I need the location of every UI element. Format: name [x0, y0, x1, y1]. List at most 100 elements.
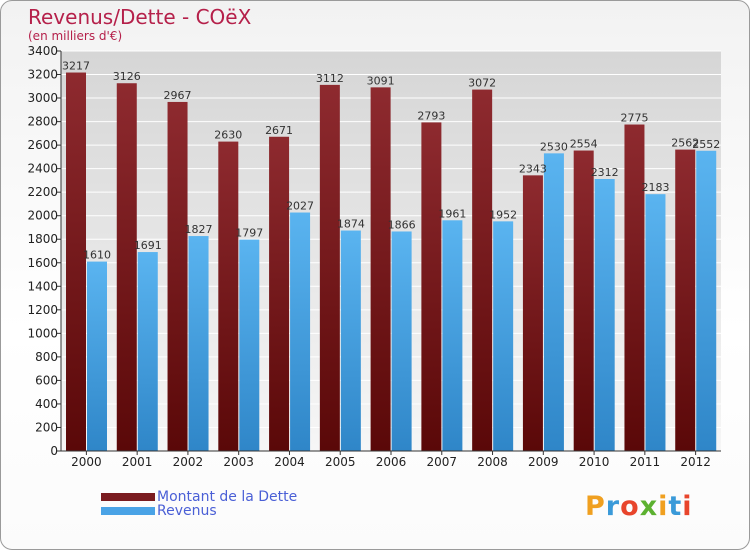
- bar-dette: [167, 101, 188, 452]
- data-label-revenus: 2183: [641, 181, 669, 194]
- data-label-revenus: 2027: [286, 200, 314, 213]
- bar-revenus: [391, 231, 412, 451]
- data-label-dette: 3091: [367, 74, 395, 87]
- bar-dette: [675, 149, 696, 451]
- logo-letter: i: [658, 491, 669, 522]
- bar-dette: [319, 84, 340, 451]
- bar-revenus: [442, 220, 463, 451]
- x-tick-label: 2006: [376, 455, 407, 469]
- x-tick-label: 2010: [579, 455, 610, 469]
- bar-dette: [269, 136, 290, 451]
- y-tick-label: 2000: [27, 209, 58, 223]
- bar-revenus: [188, 236, 209, 451]
- bar-dette: [624, 124, 645, 451]
- logo-letter: o: [620, 491, 640, 522]
- data-label-revenus: 1952: [489, 208, 517, 221]
- y-tick-label: 0: [50, 444, 58, 458]
- y-tick-label: 600: [35, 373, 58, 387]
- data-label-dette: 2967: [164, 89, 192, 102]
- bar-revenus: [493, 221, 514, 451]
- data-label-dette: 3217: [62, 60, 90, 73]
- bar-revenus: [340, 230, 361, 451]
- bar-dette: [421, 122, 442, 451]
- data-label-revenus: 1691: [134, 239, 162, 252]
- data-label-revenus: 1797: [235, 227, 263, 240]
- x-tick-label: 2004: [274, 455, 305, 469]
- bar-revenus: [543, 153, 564, 451]
- x-tick-label: 2003: [223, 455, 254, 469]
- data-label-dette: 3072: [468, 77, 496, 90]
- bar-revenus: [696, 150, 717, 451]
- bar-dette: [472, 89, 493, 452]
- data-label-dette: 3126: [113, 70, 141, 83]
- bar-revenus: [645, 194, 666, 452]
- legend-item-revenus: Revenus: [101, 503, 217, 519]
- legend-swatch-dette: [101, 493, 155, 501]
- y-tick-label: 1400: [27, 279, 58, 293]
- x-tick-label: 2001: [122, 455, 153, 469]
- bar-revenus: [594, 179, 615, 451]
- y-tick-label: 1800: [27, 232, 58, 246]
- y-tick-label: 1200: [27, 303, 58, 317]
- bar-dette: [116, 83, 137, 451]
- y-tick-label: 200: [35, 420, 58, 434]
- legend-swatch-revenus: [101, 507, 155, 515]
- chart-title: Revenus/Dette - COëX: [28, 5, 252, 29]
- data-label-dette: 2793: [417, 109, 445, 122]
- logo-letter: i: [682, 491, 693, 522]
- x-tick-label: 2012: [680, 455, 711, 469]
- bar-dette: [66, 72, 86, 451]
- y-tick-label: 3200: [27, 68, 58, 82]
- y-tick-label: 2200: [27, 185, 58, 199]
- data-label-revenus: 1827: [185, 223, 213, 236]
- logo-letter: P: [585, 491, 606, 522]
- legend-label-dette: Montant de la Dette: [157, 489, 298, 505]
- bar-dette: [522, 175, 543, 451]
- bar-dette: [573, 150, 594, 451]
- logo-letter: t: [668, 491, 683, 522]
- bar-revenus: [239, 239, 260, 451]
- bar-revenus: [290, 212, 311, 451]
- data-label-dette: 2775: [620, 112, 648, 125]
- y-tick-label: 2600: [27, 138, 58, 152]
- logo-letter: r: [605, 491, 621, 522]
- y-tick-label: 1600: [27, 256, 58, 270]
- data-label-revenus: 2312: [591, 166, 619, 179]
- x-tick-label: 2009: [528, 455, 559, 469]
- y-tick-label: 1000: [27, 326, 58, 340]
- logo-letter: x: [639, 491, 659, 522]
- x-tick-label: 2000: [71, 455, 102, 469]
- y-tick-label: 2800: [27, 115, 58, 129]
- data-label-revenus: 1874: [337, 218, 365, 231]
- data-label-revenus: 1866: [388, 218, 416, 231]
- x-tick-label: 2002: [173, 455, 204, 469]
- y-tick-label: 800: [35, 350, 58, 364]
- data-label-dette: 2343: [519, 162, 547, 175]
- y-tick-label: 3000: [27, 91, 58, 105]
- bar-revenus: [87, 261, 107, 451]
- y-tick-label: 2400: [27, 162, 58, 176]
- data-label-dette: 3112: [316, 72, 344, 85]
- data-label-dette: 2562: [671, 137, 699, 150]
- data-label-revenus: 1961: [438, 207, 466, 220]
- data-label-dette: 2671: [265, 124, 293, 137]
- data-label-revenus: 2530: [540, 140, 568, 153]
- chart-subtitle: (en milliers d'€): [28, 29, 123, 43]
- bar-dette: [370, 87, 391, 452]
- x-tick-label: 2005: [325, 455, 356, 469]
- data-label-revenus: 1610: [83, 249, 111, 262]
- data-label-revenus: 2552: [692, 138, 720, 151]
- data-label-dette: 2554: [570, 138, 598, 151]
- legend-item-dette: Montant de la Dette: [101, 489, 297, 505]
- y-tick-label: 400: [35, 397, 58, 411]
- data-label-dette: 2630: [214, 129, 242, 142]
- legend-label-revenus: Revenus: [157, 503, 217, 519]
- x-tick-label: 2007: [426, 455, 457, 469]
- x-tick-label: 2011: [630, 455, 661, 469]
- x-tick-label: 2008: [477, 455, 508, 469]
- bar-dette: [218, 141, 239, 451]
- bar-revenus: [137, 252, 158, 451]
- y-tick-label: 3400: [27, 44, 58, 58]
